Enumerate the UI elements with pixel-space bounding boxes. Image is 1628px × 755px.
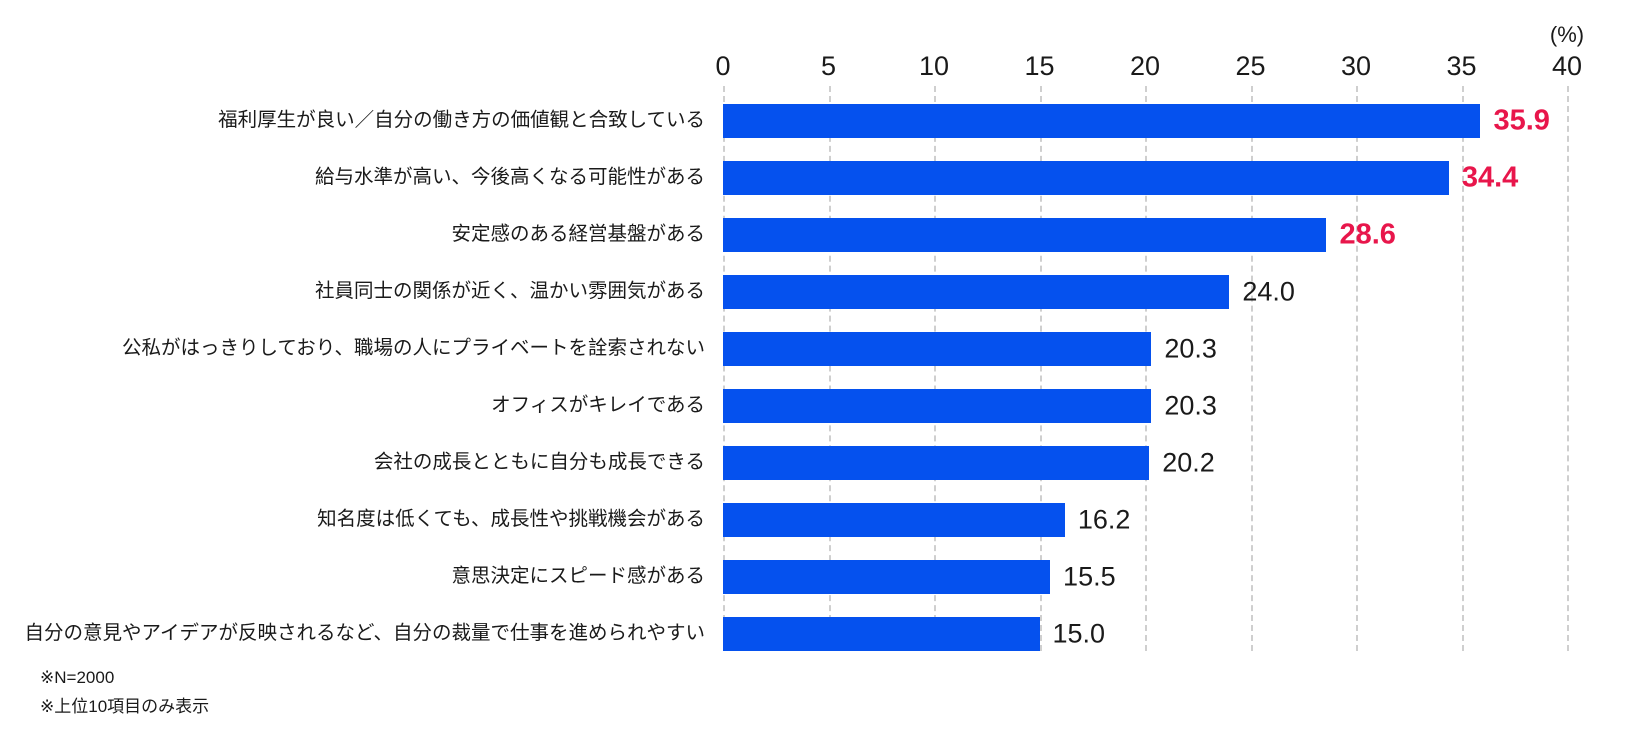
bar [723, 331, 1152, 366]
footnotes: ※N=2000 ※上位10項目のみ表示 [40, 664, 209, 722]
gridline [1145, 86, 1147, 651]
x-tick-label: 40 [1551, 51, 1583, 81]
gridline [934, 86, 936, 651]
x-tick-label: 30 [1340, 51, 1372, 81]
bar-row: 自分の意見やアイデアが反映されるなど、自分の裁量で仕事を進められやすい 15.0 [0, 605, 1567, 662]
x-tick-label: 10 [918, 51, 950, 81]
bar-track: 28.6 [723, 217, 1567, 252]
x-tick-label: 0 [715, 51, 731, 81]
bar-row: 安定感のある経営基盤がある 28.6 [0, 206, 1567, 263]
value-label: 28.6 [1339, 218, 1396, 250]
category-label: オフィスがキレイである [491, 393, 705, 416]
bar [723, 217, 1327, 252]
gridline [723, 86, 725, 651]
gridline [1461, 86, 1464, 651]
bar-row: オフィスがキレイである 20.3 [0, 377, 1567, 434]
bar [723, 274, 1230, 309]
bar [723, 559, 1051, 594]
axis-unit-label: (%) [1549, 22, 1585, 47]
gridlines [723, 86, 1569, 651]
x-tick-label: 25 [1235, 51, 1266, 81]
gridline [1356, 86, 1358, 651]
bar-row: 意思決定にスピード感がある 15.5 [0, 548, 1567, 605]
bar-row: 福利厚生が良い／自分の働き方の価値観と合致している 35.9 [0, 92, 1567, 149]
category-label: 公私がはっきりしており、職場の人にプライベートを詮索されない [121, 336, 705, 359]
category-label: 会社の成長とともに自分も成長できる [373, 450, 705, 473]
bar [723, 502, 1065, 537]
category-label: 意思決定にスピード感がある [451, 564, 705, 587]
x-axis: (%) 0 5 10 15 20 25 30 35 40 [715, 0, 1584, 86]
bar-row: 公私がはっきりしており、職場の人にプライベートを詮索されない 20.3 [0, 320, 1567, 377]
x-tick-label: 15 [1024, 51, 1055, 81]
x-tick-label: 35 [1446, 51, 1477, 81]
bar [723, 388, 1152, 423]
value-label: 34.4 [1461, 161, 1519, 193]
gridline [828, 86, 831, 651]
value-label: 15.5 [1063, 561, 1116, 591]
bar-track: 20.3 [723, 388, 1567, 423]
bar [723, 160, 1449, 195]
category-label: 社員同士の関係が近く、温かい雰囲気がある [314, 279, 705, 302]
bar-track: 15.5 [723, 559, 1567, 594]
gridline [1567, 86, 1569, 651]
category-label: 自分の意見やアイデアが反映されるなど、自分の裁量で仕事を進められやすい [24, 621, 705, 644]
value-label: 35.9 [1493, 104, 1550, 136]
bar-track: 16.2 [723, 502, 1567, 537]
x-tick-label: 5 [820, 51, 837, 81]
value-label: 24.0 [1242, 276, 1295, 306]
bar-row: 社員同士の関係が近く、温かい雰囲気がある 24.0 [0, 263, 1567, 320]
bar-rows: 福利厚生が良い／自分の働き方の価値観と合致している 35.9 給与水準が高い、今後高… [0, 92, 1567, 662]
bar-track: 34.4 [723, 160, 1567, 195]
bar [723, 616, 1040, 651]
bar-track: 15.0 [723, 616, 1567, 651]
gridline [1250, 86, 1253, 651]
category-label: 福利厚生が良い／自分の働き方の価値観と合致している [218, 108, 705, 131]
footnote-sample-size: ※N=2000 [40, 668, 115, 687]
bar-track: 20.3 [723, 331, 1567, 366]
bar-row: 給与水準が高い、今後高くなる可能性がある 34.4 [0, 149, 1567, 206]
bar [723, 445, 1150, 480]
bar-row: 会社の成長とともに自分も成長できる 20.2 [0, 434, 1567, 491]
bar-row: 知名度は低くても、成長性や挑戦機会がある 16.2 [0, 491, 1567, 548]
value-label: 20.3 [1164, 390, 1217, 420]
category-label: 知名度は低くても、成長性や挑戦機会がある [317, 507, 705, 530]
category-label: 安定感のある経営基盤がある [451, 222, 705, 245]
gridline [1039, 86, 1042, 651]
value-label: 20.3 [1164, 333, 1217, 363]
bar [723, 103, 1481, 138]
value-label: 15.0 [1052, 618, 1106, 648]
x-tick-label: 20 [1129, 51, 1161, 81]
bar-track: 24.0 [723, 274, 1567, 309]
bar-track: 20.2 [723, 445, 1567, 480]
bar-track: 35.9 [723, 103, 1567, 138]
value-label: 20.2 [1162, 447, 1215, 477]
category-label: 給与水準が高い、今後高くなる可能性がある [314, 165, 705, 188]
value-label: 16.2 [1077, 504, 1131, 534]
footnote-top10-only: ※上位10項目のみ表示 [40, 696, 210, 716]
